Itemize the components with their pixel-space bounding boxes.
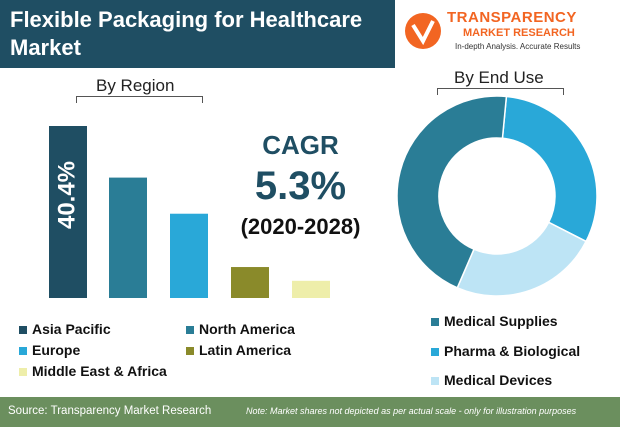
company-logo: TRANSPARENCY MARKET RESEARCH In-depth An… [403,7,613,59]
footer-note: Note: Market shares not depicted as per … [246,406,577,416]
legend-medical-supplies: Medical Supplies [444,313,558,329]
bar-middle-east-africa [292,280,330,298]
page-title: Flexible Packaging for Healthcare Market [10,7,363,60]
logo-mark-icon [405,13,441,49]
legend-swatch-middle-east-africa [19,368,27,376]
legend-medical-devices: Medical Devices [444,372,553,388]
footer-source: Source: Transparency Market Research [8,405,212,417]
enduse-bracket [437,88,564,95]
region-bar-chart: 40.4% [49,126,330,298]
bar-north-america [109,177,147,298]
bar-europe [170,213,208,298]
enduse-donut-chart [396,95,598,297]
bar-data-label: 40.4% [53,161,80,229]
logo-tagline: In-depth Analysis. Accurate Results [455,42,581,51]
legend-swatch-medical-devices [431,377,439,385]
legend-latin-america: Latin America [199,342,292,358]
cagr-label: CAGR [262,130,339,160]
region-bracket [76,96,203,103]
legend-middle-east-africa: Middle East & Africa [32,363,167,379]
cagr-value: 5.3% [254,164,347,208]
legend-swatch-europe [19,347,27,355]
legend-swatch-latin-america [186,347,194,355]
legend-north-america: North America [199,321,295,337]
slice-pharma-biological [501,95,598,243]
legend-europe: Europe [32,342,81,358]
legend-swatch-medical-supplies [431,318,439,326]
enduse-chart-title: By End Use [450,68,548,88]
legend-swatch-asia-pacific [19,326,27,334]
bar-asia-pacific [49,126,87,298]
title-banner: Flexible Packaging for Healthcare Market [0,0,395,68]
slice-medical-devices [456,221,588,297]
logo-subtitle: MARKET RESEARCH [463,27,575,39]
region-chart-title: By Region [92,76,179,96]
legend-asia-pacific: Asia Pacific [32,321,111,337]
bar-latin-america [231,267,269,298]
logo-name: TRANSPARENCY [447,9,577,26]
footer-bar: Source: Transparency Market Research Not… [0,397,620,427]
legend-swatch-pharma-biological [431,348,439,356]
legend-swatch-north-america [186,326,194,334]
legend-pharma-biological: Pharma & Biological [444,343,581,359]
slice-medical-supplies [396,95,508,289]
cagr-years: (2020-2028) [240,214,361,239]
